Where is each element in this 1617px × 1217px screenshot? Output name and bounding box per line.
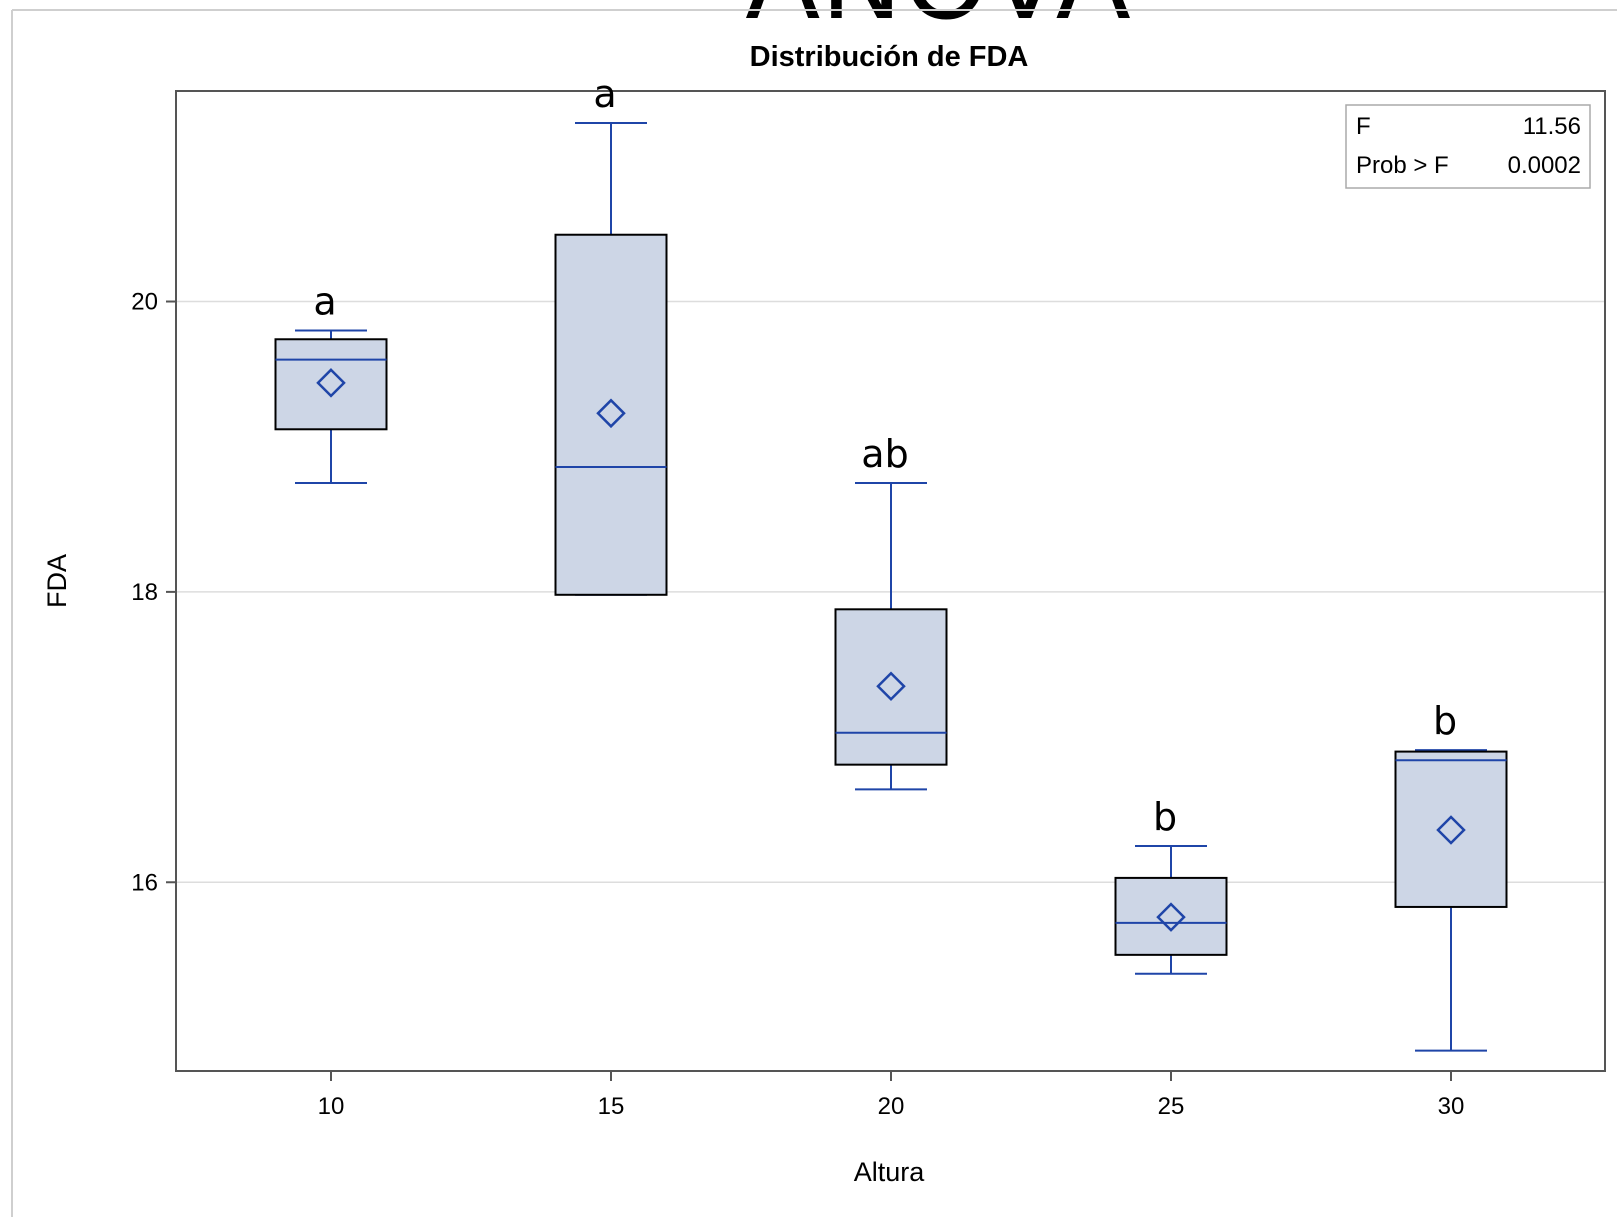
stats-legend-box [1345, 104, 1591, 189]
x-tick-label: 10 [318, 1093, 345, 1120]
mean-marker [876, 671, 906, 702]
stat-prob-value: 0.0002 [1508, 152, 1581, 179]
iqr-box [834, 608, 948, 766]
y-tick-label: 18 [131, 579, 158, 606]
chart-title: Distribución de FDA [750, 41, 1029, 73]
stats-legend: F 11.56 Prob > F 0.0002 [1345, 104, 1591, 189]
y-axis-title: FDA [42, 554, 72, 608]
x-tick-label: 20 [878, 1093, 905, 1120]
mean-marker [1436, 815, 1466, 845]
box-group-25 [1114, 844, 1228, 975]
x-tick-label: 15 [598, 1093, 625, 1120]
box-plot-series [274, 121, 1508, 1052]
box-group-30 [1394, 749, 1508, 1052]
significance-letter: b [1153, 795, 1177, 839]
significance-letters: a a ab b b [313, 72, 1457, 839]
x-tick-label: 25 [1158, 1093, 1185, 1120]
mean-marker [596, 398, 626, 429]
x-axis: 10 15 20 25 30 [318, 1071, 1465, 1120]
significance-letter: b [1433, 699, 1457, 743]
mean-marker [1156, 902, 1186, 932]
x-tick-label: 30 [1438, 1093, 1465, 1120]
mean-marker [316, 368, 346, 398]
box-group-15 [554, 121, 668, 596]
box-group-20 [834, 482, 948, 791]
iqr-box [274, 338, 388, 431]
significance-letter: a [593, 72, 616, 116]
stat-prob-label: Prob > F [1356, 152, 1449, 179]
significance-letter: ab [861, 432, 908, 476]
y-axis: 16 18 20 [131, 289, 176, 896]
iqr-box [1394, 750, 1508, 908]
iqr-box [1114, 876, 1228, 956]
box-group-10 [274, 329, 388, 484]
stat-f-value: 11.56 [1523, 113, 1581, 140]
stat-f-label: F [1356, 113, 1371, 140]
iqr-box [554, 233, 668, 596]
y-tick-label: 20 [131, 289, 158, 316]
y-tick-label: 16 [131, 869, 158, 896]
x-axis-title: Altura [854, 1157, 926, 1187]
significance-letter: a [313, 280, 336, 324]
overlay-title: ANOVA [745, 0, 1131, 44]
